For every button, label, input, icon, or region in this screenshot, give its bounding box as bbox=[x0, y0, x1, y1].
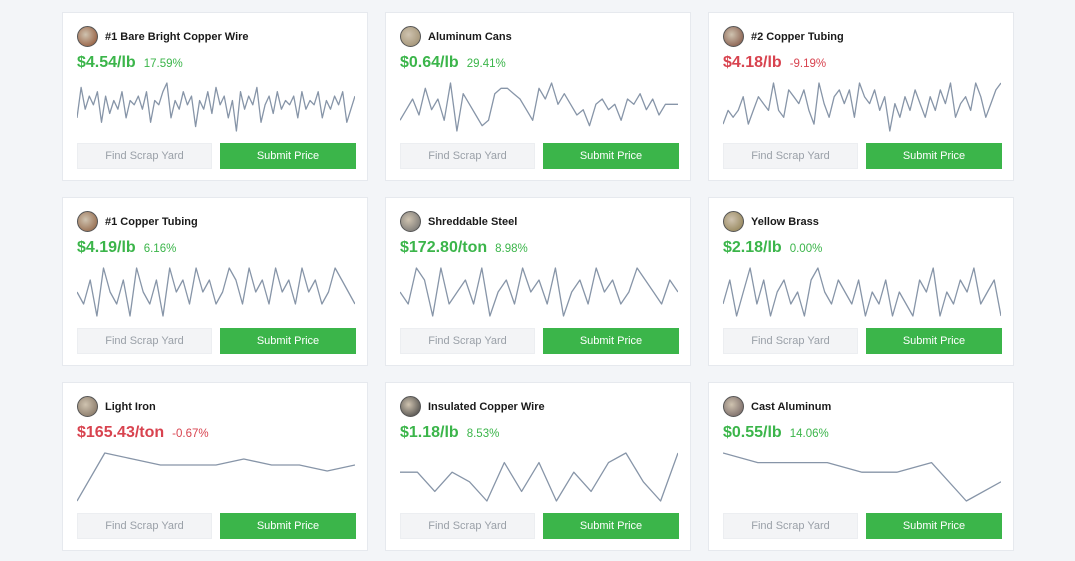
aluminum-cans-thumbnail bbox=[400, 26, 421, 47]
material-name[interactable]: Shreddable Steel bbox=[428, 215, 518, 228]
price-row: $0.55/lb 14.06% bbox=[723, 424, 829, 442]
material-name[interactable]: Yellow Brass bbox=[751, 215, 819, 228]
material-name[interactable]: #2 Copper Tubing bbox=[751, 30, 844, 43]
sparkline-path bbox=[723, 452, 1001, 502]
brass-thumbnail bbox=[723, 211, 744, 232]
sparkline-path bbox=[77, 82, 355, 132]
sparkline-path bbox=[400, 82, 678, 132]
copper-wire-thumbnail bbox=[77, 26, 98, 47]
price-row: $165.43/ton -0.67% bbox=[77, 424, 209, 442]
find-scrap-yard-button[interactable]: Find Scrap Yard bbox=[723, 143, 858, 169]
copper-tubing-thumbnail bbox=[77, 211, 98, 232]
price-sparkline bbox=[400, 452, 678, 502]
price-card[interactable]: Cast Aluminum $0.55/lb 14.06% Find Scrap… bbox=[708, 382, 1014, 551]
price-value: $2.18/lb bbox=[723, 239, 782, 256]
sparkline-path bbox=[400, 267, 678, 317]
price-card[interactable]: #1 Bare Bright Copper Wire $4.54/lb 17.5… bbox=[62, 12, 368, 181]
submit-price-button[interactable]: Submit Price bbox=[866, 143, 1002, 169]
price-sparkline bbox=[77, 267, 355, 317]
submit-price-button[interactable]: Submit Price bbox=[543, 328, 679, 354]
card-header: #1 Bare Bright Copper Wire bbox=[77, 26, 249, 47]
price-change: -9.19% bbox=[789, 58, 827, 70]
price-change: -0.67% bbox=[172, 428, 209, 440]
price-change: 0.00% bbox=[789, 243, 823, 255]
price-card[interactable]: #2 Copper Tubing $4.18/lb -9.19% Find Sc… bbox=[708, 12, 1014, 181]
sparkline-path bbox=[400, 452, 678, 502]
card-header: Yellow Brass bbox=[723, 211, 819, 232]
price-value: $165.43/ton bbox=[77, 424, 165, 441]
price-value: $1.18/lb bbox=[400, 424, 459, 441]
price-value: $4.54/lb bbox=[77, 54, 136, 71]
price-row: $0.64/lb 29.41% bbox=[400, 54, 506, 72]
price-sparkline bbox=[77, 82, 355, 132]
find-scrap-yard-button[interactable]: Find Scrap Yard bbox=[400, 143, 535, 169]
sparkline-path bbox=[723, 267, 1001, 317]
submit-price-button[interactable]: Submit Price bbox=[543, 513, 679, 539]
price-change: 8.53% bbox=[466, 428, 500, 440]
price-card[interactable]: Shreddable Steel $172.80/ton 8.98% Find … bbox=[385, 197, 691, 366]
price-card[interactable]: Aluminum Cans $0.64/lb 29.41% Find Scrap… bbox=[385, 12, 691, 181]
card-header: Insulated Copper Wire bbox=[400, 396, 545, 417]
material-name[interactable]: Aluminum Cans bbox=[428, 30, 512, 43]
find-scrap-yard-button[interactable]: Find Scrap Yard bbox=[77, 328, 212, 354]
price-card[interactable]: #1 Copper Tubing $4.19/lb 6.16% Find Scr… bbox=[62, 197, 368, 366]
submit-price-button[interactable]: Submit Price bbox=[866, 328, 1002, 354]
find-scrap-yard-button[interactable]: Find Scrap Yard bbox=[400, 328, 535, 354]
card-header: Aluminum Cans bbox=[400, 26, 512, 47]
price-value: $4.19/lb bbox=[77, 239, 136, 256]
price-row: $172.80/ton 8.98% bbox=[400, 239, 528, 257]
price-row: $2.18/lb 0.00% bbox=[723, 239, 822, 257]
find-scrap-yard-button[interactable]: Find Scrap Yard bbox=[77, 513, 212, 539]
card-header: Light Iron bbox=[77, 396, 156, 417]
find-scrap-yard-button[interactable]: Find Scrap Yard bbox=[400, 513, 535, 539]
price-row: $4.19/lb 6.16% bbox=[77, 239, 176, 257]
price-sparkline bbox=[723, 267, 1001, 317]
price-card[interactable]: Insulated Copper Wire $1.18/lb 8.53% Fin… bbox=[385, 382, 691, 551]
card-header: #2 Copper Tubing bbox=[723, 26, 844, 47]
price-sparkline bbox=[77, 452, 355, 502]
price-value: $4.18/lb bbox=[723, 54, 782, 71]
material-name[interactable]: Insulated Copper Wire bbox=[428, 400, 545, 413]
find-scrap-yard-button[interactable]: Find Scrap Yard bbox=[77, 143, 212, 169]
price-change: 17.59% bbox=[143, 58, 183, 70]
price-sparkline bbox=[400, 82, 678, 132]
submit-price-button[interactable]: Submit Price bbox=[220, 143, 356, 169]
material-name[interactable]: Cast Aluminum bbox=[751, 400, 832, 413]
material-name[interactable]: #1 Bare Bright Copper Wire bbox=[105, 30, 249, 43]
price-sparkline bbox=[400, 267, 678, 317]
price-row: $4.54/lb 17.59% bbox=[77, 54, 183, 72]
card-header: Cast Aluminum bbox=[723, 396, 831, 417]
sparkline-path bbox=[77, 267, 355, 317]
price-sparkline bbox=[723, 82, 1001, 132]
price-change: 8.98% bbox=[495, 243, 528, 255]
price-change: 6.16% bbox=[143, 243, 177, 255]
price-row: $1.18/lb 8.53% bbox=[400, 424, 499, 442]
cast-aluminum-thumbnail bbox=[723, 396, 744, 417]
iron-thumbnail bbox=[77, 396, 98, 417]
find-scrap-yard-button[interactable]: Find Scrap Yard bbox=[723, 328, 858, 354]
price-change: 29.41% bbox=[466, 58, 506, 70]
submit-price-button[interactable]: Submit Price bbox=[220, 328, 356, 354]
price-value: $0.64/lb bbox=[400, 54, 459, 71]
copper-tubing-thumbnail bbox=[723, 26, 744, 47]
material-name[interactable]: #1 Copper Tubing bbox=[105, 215, 198, 228]
find-scrap-yard-button[interactable]: Find Scrap Yard bbox=[723, 513, 858, 539]
insulated-wire-thumbnail bbox=[400, 396, 421, 417]
card-header: Shreddable Steel bbox=[400, 211, 517, 232]
price-card[interactable]: Yellow Brass $2.18/lb 0.00% Find Scrap Y… bbox=[708, 197, 1014, 366]
price-card[interactable]: Light Iron $165.43/ton -0.67% Find Scrap… bbox=[62, 382, 368, 551]
submit-price-button[interactable]: Submit Price bbox=[543, 143, 679, 169]
price-sparkline bbox=[723, 452, 1001, 502]
steel-thumbnail bbox=[400, 211, 421, 232]
submit-price-button[interactable]: Submit Price bbox=[220, 513, 356, 539]
price-change: 14.06% bbox=[789, 428, 829, 440]
sparkline-path bbox=[723, 82, 1001, 132]
card-header: #1 Copper Tubing bbox=[77, 211, 198, 232]
price-value: $172.80/ton bbox=[400, 239, 488, 256]
price-row: $4.18/lb -9.19% bbox=[723, 54, 826, 72]
sparkline-path bbox=[77, 452, 355, 502]
price-value: $0.55/lb bbox=[723, 424, 782, 441]
submit-price-button[interactable]: Submit Price bbox=[866, 513, 1002, 539]
material-name[interactable]: Light Iron bbox=[105, 400, 156, 413]
